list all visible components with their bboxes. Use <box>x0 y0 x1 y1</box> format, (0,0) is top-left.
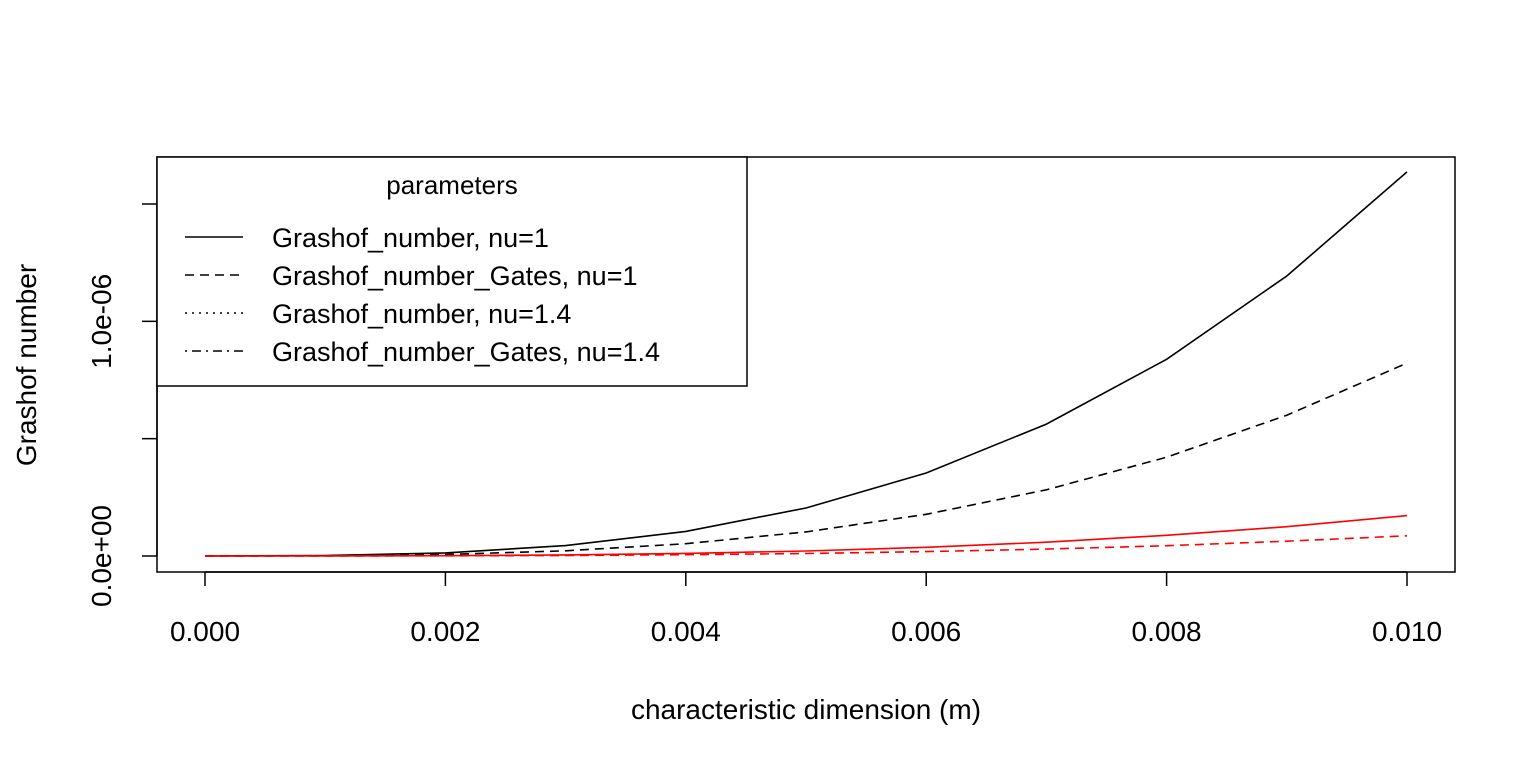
y-tick-label: 0.0e+00 <box>86 505 117 607</box>
legend-label: Grashof_number_Gates, nu=1 <box>272 261 637 291</box>
x-axis: 0.000 0.002 0.004 0.006 0.008 0.010 <box>170 571 1442 647</box>
legend-box <box>156 156 748 387</box>
legend-label: Grashof_number, nu=1 <box>272 223 549 253</box>
series-line-2 <box>204 362 1408 557</box>
x-tick-label: 0.010 <box>1372 616 1442 647</box>
y-tick-label: 1.0e-06 <box>86 274 117 369</box>
x-tick-label: 0.008 <box>1132 616 1202 647</box>
x-tick-label: 0.002 <box>410 616 480 647</box>
x-tick-label: 0.004 <box>651 616 721 647</box>
x-tick-label: 0.006 <box>891 616 961 647</box>
legend: parameters Grashof_number, nu=1Grashof_n… <box>156 156 748 387</box>
legend-entries: Grashof_number, nu=1 Grashof_number_Gates… <box>185 223 660 367</box>
series-line-4 <box>205 535 1408 557</box>
legend-title: parameters <box>386 170 518 200</box>
y-axis-label: Grashof number <box>11 264 42 466</box>
series-line-3 <box>205 514 1408 557</box>
series-line-1 <box>204 171 1408 557</box>
plot-lines <box>204 171 1408 557</box>
x-tick-label: 0.000 <box>170 616 240 647</box>
legend-label: Grashof_number_Gates, nu=1.4 <box>272 337 660 367</box>
x-axis-label: characteristic dimension (m) <box>631 694 981 725</box>
legend-label: Grashof_number, nu=1.4 <box>272 299 571 329</box>
y-axis: 0.0e+00 1.0e-06 <box>86 203 158 607</box>
